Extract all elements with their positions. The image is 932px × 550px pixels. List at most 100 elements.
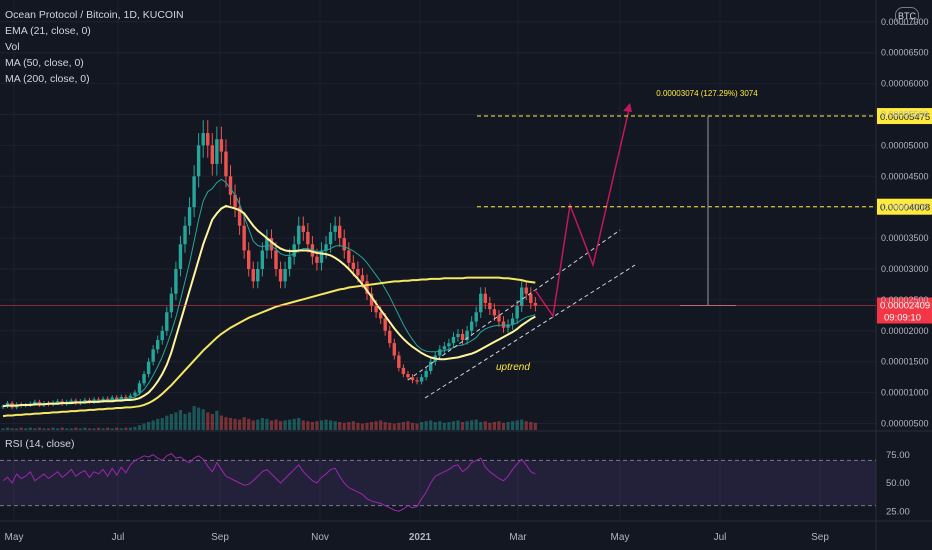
- candle-body: [196, 145, 201, 177]
- volume-bar: [456, 420, 460, 430]
- candle-body: [520, 287, 524, 307]
- volume-bar: [515, 420, 519, 430]
- currency-badge[interactable]: BTC: [895, 7, 919, 25]
- volume-bar: [533, 422, 537, 430]
- volume-bar: [124, 427, 128, 430]
- candle-body: [415, 380, 419, 382]
- rsi-line: [2, 453, 536, 512]
- volume-bar: [178, 410, 183, 430]
- volume-bar: [406, 421, 410, 430]
- volume-bar: [51, 427, 55, 430]
- candle-body: [174, 269, 178, 294]
- candle-body: [515, 306, 519, 319]
- candle-body: [465, 330, 469, 341]
- volume-bar: [215, 410, 219, 430]
- volume-bar: [210, 414, 214, 430]
- volume-bar: [479, 422, 483, 430]
- volume-bar: [297, 418, 301, 430]
- candle-body: [456, 333, 460, 337]
- candle-body: [224, 151, 228, 177]
- volume-bar: [42, 428, 46, 430]
- candle-body: [338, 225, 342, 239]
- volume-bar: [115, 427, 119, 430]
- volume-bar: [356, 422, 360, 430]
- candle-body: [383, 318, 387, 331]
- candle-body: [397, 355, 401, 368]
- volume-bar: [242, 417, 246, 430]
- volume-bar: [483, 421, 487, 430]
- symbol-title: Ocean Protocol / Bitcoin, 1D, KUCOIN: [5, 9, 184, 21]
- candle-body: [378, 312, 383, 319]
- candle-body: [201, 133, 205, 146]
- volume-bar: [128, 427, 132, 430]
- candle-body: [301, 225, 305, 232]
- candle-body: [297, 225, 301, 245]
- volume-bar: [219, 415, 223, 430]
- countdown-label: 09:09:10: [884, 313, 921, 324]
- candle-body: [237, 207, 242, 226]
- candle-body: [156, 340, 160, 350]
- candle-body: [310, 244, 315, 257]
- level-tag: [877, 108, 932, 125]
- channel-upper-line: [407, 229, 621, 381]
- price-tick-label: 0.00006500: [881, 48, 929, 58]
- level-tag: [877, 198, 932, 215]
- volume-bar: [424, 421, 428, 430]
- candle-body: [324, 244, 328, 251]
- volume-bar: [283, 420, 287, 430]
- candle-body: [115, 397, 119, 400]
- candle-body: [306, 231, 310, 245]
- candle-body: [419, 377, 424, 382]
- volume-bar: [228, 418, 233, 430]
- price-tick-label: 0.00004000: [881, 202, 929, 212]
- candle-body: [492, 309, 497, 316]
- candle-body: [351, 262, 356, 269]
- rsi-legend: RSI (14, close): [5, 438, 75, 450]
- volume-bar: [192, 406, 196, 430]
- volume-bar: [187, 412, 192, 430]
- candle-body: [242, 225, 246, 251]
- volume-bar: [110, 428, 114, 430]
- volume-bar: [101, 428, 105, 430]
- candle-body: [342, 238, 346, 251]
- volume-bar: [488, 422, 492, 430]
- volume-bar: [37, 427, 41, 430]
- volume-bar: [83, 427, 87, 430]
- volume-bar: [288, 419, 292, 430]
- candle-body: [83, 400, 87, 402]
- candle-body: [283, 269, 287, 282]
- candle-body: [374, 306, 378, 313]
- volume-bar: [520, 419, 524, 430]
- time-tick-label: Sep: [211, 532, 229, 543]
- volume-bar: [137, 425, 142, 430]
- volume-bar: [169, 414, 173, 430]
- candle-body: [360, 275, 365, 282]
- volume-bar: [151, 420, 155, 430]
- candle-body: [319, 250, 324, 263]
- volume-bar: [374, 421, 378, 430]
- candle-body: [365, 281, 369, 294]
- volume-bar: [260, 418, 264, 430]
- candle-body: [488, 302, 492, 310]
- candle-body: [429, 361, 433, 371]
- candle-body: [92, 399, 96, 402]
- level-label: 0.00004008: [880, 203, 930, 214]
- candle-body: [406, 374, 410, 378]
- price-tick-label: 0.00003500: [881, 233, 929, 243]
- price-tick-label: 0.00003000: [881, 264, 929, 274]
- candle-body: [460, 333, 465, 341]
- candle-body: [247, 250, 251, 269]
- candle-body: [274, 250, 278, 269]
- volume-bar: [174, 412, 178, 430]
- candle-body: [137, 383, 142, 393]
- volume-bar: [347, 422, 351, 430]
- volume-bar: [96, 427, 101, 430]
- candle-body: [401, 367, 406, 375]
- volume-bar: [269, 420, 274, 430]
- price-tick-label: 0.00006000: [881, 79, 929, 89]
- measurement-label: 0.00003074 (127.29%) 3074: [656, 89, 758, 98]
- volume-bar: [5, 427, 10, 430]
- candle-body: [474, 312, 478, 322]
- projection-path: [534, 104, 631, 318]
